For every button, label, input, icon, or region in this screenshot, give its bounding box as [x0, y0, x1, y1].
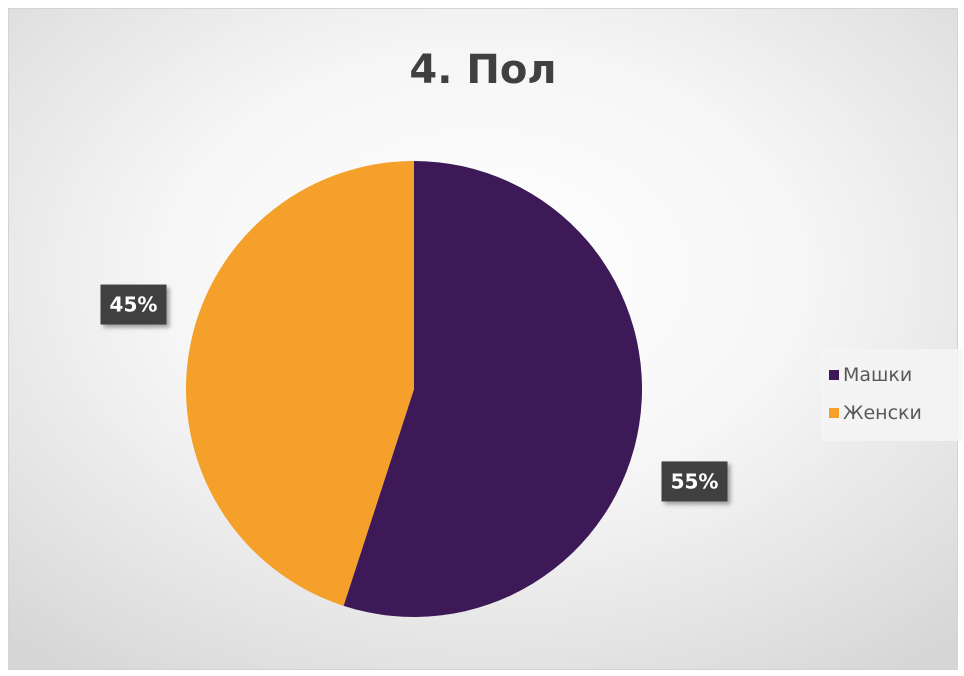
pie-plot: 55% 45% [100, 161, 728, 617]
legend-item-male: Машки [829, 363, 912, 387]
data-label-female: 45% [100, 284, 167, 325]
legend-label-female: Женски [843, 402, 922, 424]
data-label-male: 55% [661, 461, 728, 502]
legend-item-female: Женски [829, 401, 922, 425]
chart-area: 4. Пол 55% 45% Машки Женски [8, 8, 963, 670]
legend-swatch-female [829, 408, 839, 418]
legend-label-male: Машки [843, 364, 913, 386]
legend-swatch-male [829, 370, 839, 380]
data-label-text-female: 45% [110, 293, 158, 317]
pie-slice-male [343, 161, 643, 617]
pie-slice-female [186, 161, 414, 606]
data-label-text-male: 55% [671, 469, 719, 493]
chart-title: 4. Пол [409, 47, 557, 93]
legend: Машки Женски [821, 349, 963, 441]
